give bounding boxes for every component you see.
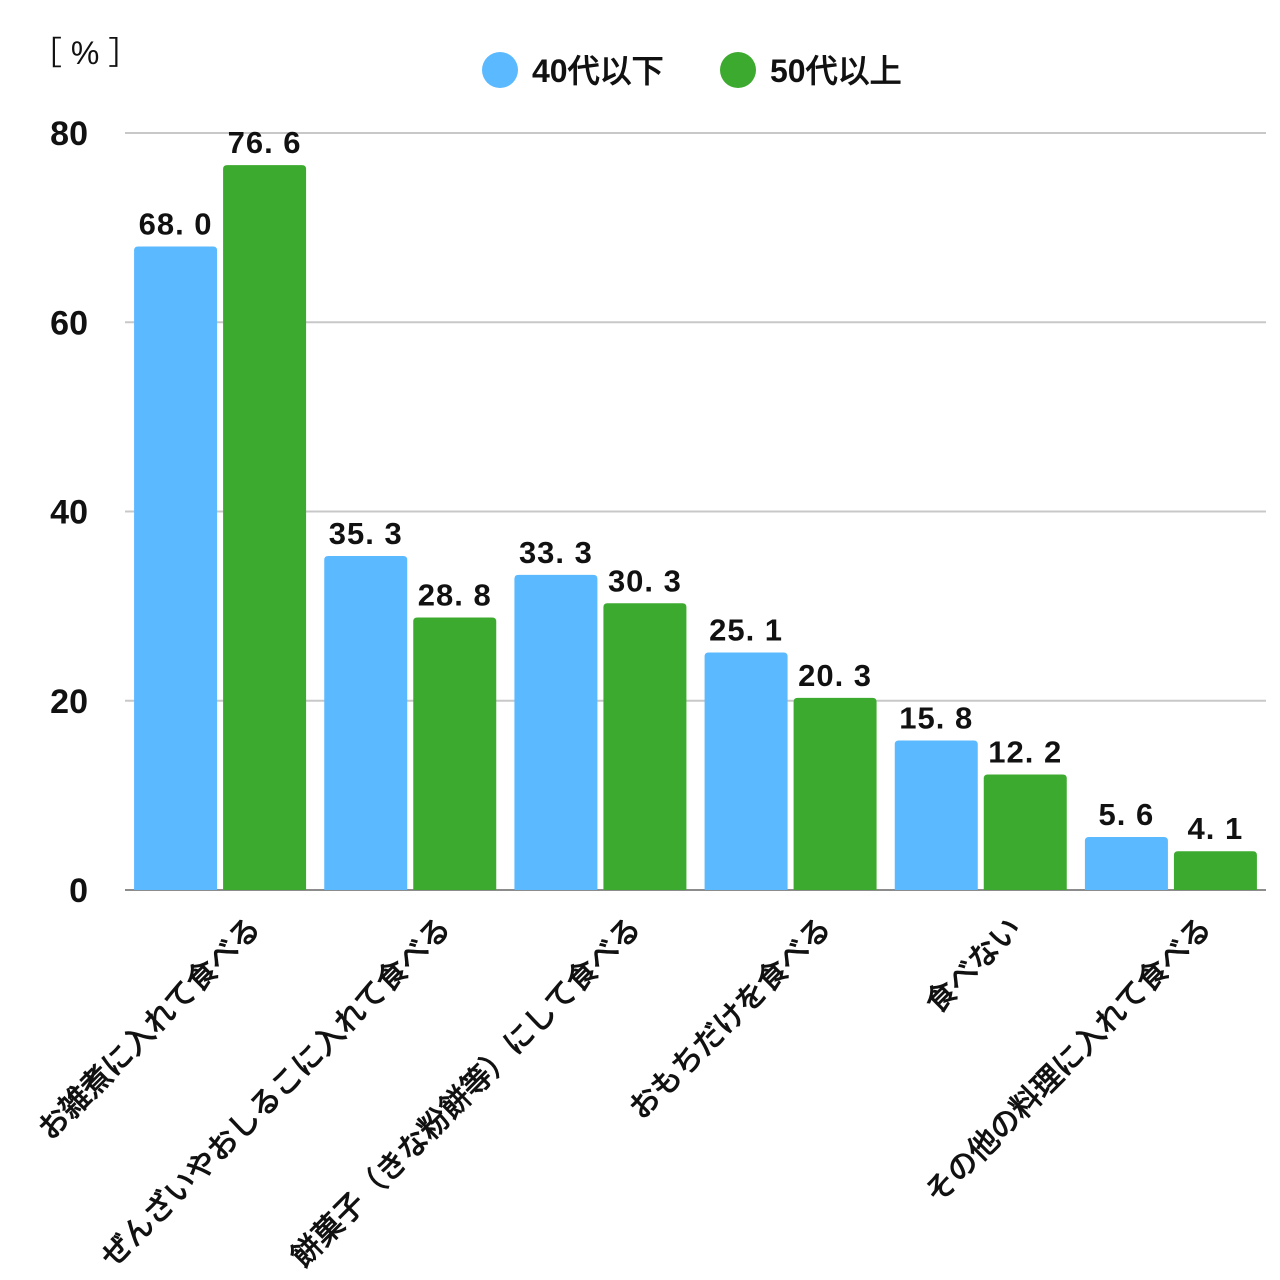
data-label: 5. 6 [1099,797,1155,832]
data-labels: 68. 0 76. 6 35. 3 28. 8 33. 3 30. 3 25. 1 20. 3… [139,125,1244,846]
y-axis-unit-label: ［ % ］ [30,35,140,71]
gridlines [125,132,1266,891]
data-label: 76. 6 [228,125,302,160]
bar-over50-1 [223,165,307,891]
legend: 40代以下 50代以上 [482,52,902,89]
y-tick-label: 20 [50,683,88,721]
bar-over50-4 [793,697,877,890]
legend-label-1: 40代以下 [532,53,664,89]
y-tick-label: 60 [50,304,88,342]
bar-under40-5 [894,740,978,890]
bar-under40-2 [324,555,408,890]
y-tick-label: 40 [50,494,88,532]
legend-label-2: 50代以上 [770,53,902,89]
y-axis-ticks: 0 20 40 60 80 [50,115,88,910]
x-category-label: 食べない [919,911,1028,1020]
data-label: 35. 3 [329,516,403,551]
bar-over50-3 [603,603,687,890]
x-category-label: お雑煮に入れて食べる [31,911,267,1147]
data-label: 25. 1 [709,612,783,647]
data-label: 20. 3 [798,658,872,693]
bar-under40-3 [514,574,598,890]
data-label: 12. 2 [988,735,1062,770]
bar-over50-5 [983,774,1067,890]
y-tick-label: 80 [50,115,88,153]
data-label: 68. 0 [139,207,213,242]
bar-under40-6 [1084,837,1168,890]
data-label: 30. 3 [608,563,682,598]
x-category-label: 餅菓子（きな粉餅等）にして食べる [285,911,648,1274]
data-label: 33. 3 [519,535,593,570]
y-tick-label: 0 [69,872,88,910]
data-label: 4. 1 [1188,811,1244,846]
bar-under40-1 [134,246,218,891]
data-label: 28. 8 [418,577,492,612]
bar-over50-2 [413,617,497,890]
bar-under40-4 [704,652,788,890]
x-category-label: ぜんざいやおしるこに入れて食べる [94,911,457,1274]
data-label: 15. 8 [899,700,973,735]
bars [134,165,1257,891]
legend-marker-2 [720,52,756,88]
x-category-label: おもちだけを食べる [623,911,838,1126]
bar-over50-6 [1173,851,1257,890]
legend-marker-1 [482,52,518,88]
x-axis-labels: お雑煮に入れて食べるぜんざいやおしるこに入れて食べる餅菓子（きな粉餅等）にして食… [31,911,1217,1274]
